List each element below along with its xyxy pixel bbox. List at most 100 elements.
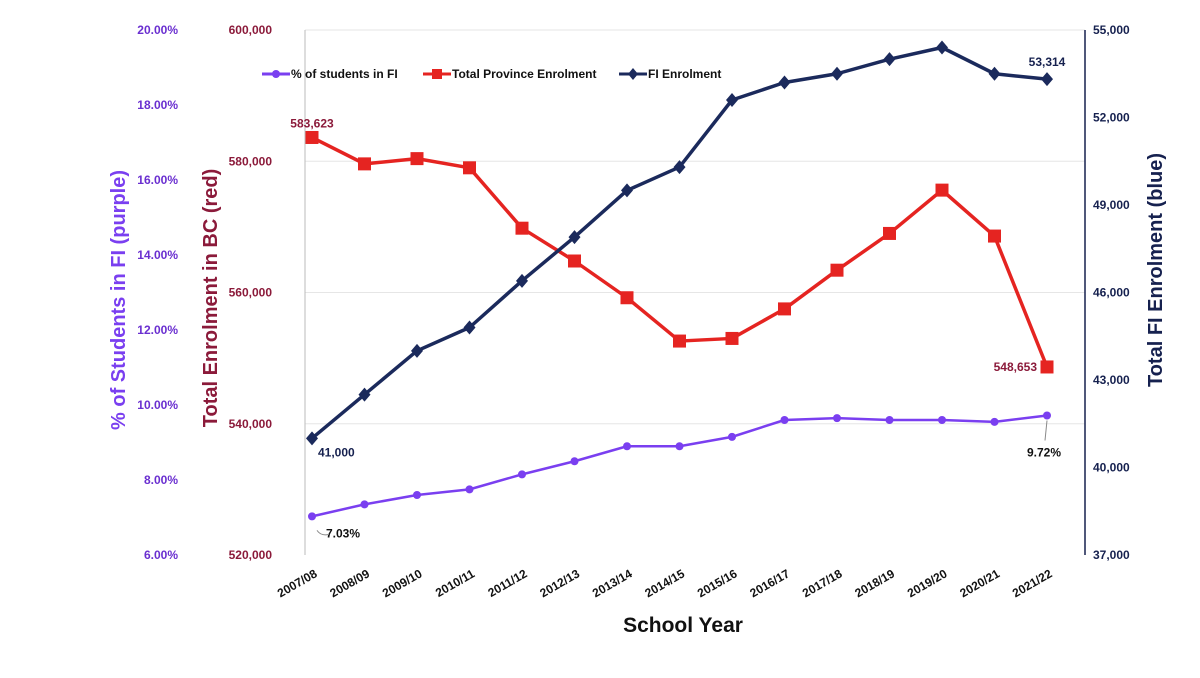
data-point: [883, 52, 896, 67]
data-label: 41,000: [318, 445, 355, 459]
data-point: [726, 93, 738, 107]
data-point: [308, 512, 316, 521]
data-point: [883, 226, 896, 240]
purple-axis-tick: 16.00%: [137, 173, 178, 187]
data-point: [778, 302, 791, 316]
data-point: [1041, 72, 1053, 87]
data-point: [463, 320, 476, 335]
legend: % of students in FI Total Province Enrolm…: [262, 67, 721, 81]
data-point: [358, 387, 371, 402]
data-point: [673, 334, 686, 348]
data-point: [568, 254, 581, 268]
blue-axis-tick: 55,000: [1093, 23, 1130, 37]
data-point: [936, 40, 948, 55]
data-point: [410, 152, 424, 166]
blue-axis-tick: 49,000: [1093, 198, 1130, 212]
x-tick-label: 2021/22: [1010, 566, 1055, 600]
blue-axis-tick: 46,000: [1093, 286, 1130, 300]
x-tick-label: 2015/16: [695, 566, 740, 600]
axes: 6.00% 8.00% 10.00% 12.00% 14.00% 16.00% 18.00%…: [108, 23, 1167, 637]
legend-entry: % of students in FI: [262, 67, 398, 81]
data-point: [831, 66, 843, 81]
data-point: [673, 160, 686, 175]
series-line: [311, 414, 1048, 518]
x-tick-label: 2017/18: [800, 566, 845, 600]
blue-axis-tick: 52,000: [1093, 111, 1130, 125]
legend-marker: [628, 68, 638, 80]
data-point: [885, 416, 894, 424]
data-label: 53,314: [1029, 55, 1066, 69]
x-tick-label: 2008/09: [327, 566, 372, 600]
data-point: [938, 416, 946, 424]
x-tick-label: 2013/14: [590, 566, 635, 600]
data-point: [728, 432, 736, 441]
purple-axis-tick: 14.00%: [137, 248, 178, 262]
data-point: [988, 66, 1001, 81]
purple-axis-tick: 18.00%: [137, 98, 178, 112]
x-tick-label: 2020/21: [957, 566, 1002, 600]
data-point: [358, 157, 371, 171]
data-point: [360, 500, 369, 509]
data-point: [935, 183, 949, 197]
data-label: 583,623: [290, 116, 334, 130]
data-point: [518, 470, 526, 479]
purple-axis-tick: 6.00%: [144, 548, 178, 562]
red-axis-tick: 540,000: [229, 417, 273, 431]
data-label: 7.03%: [326, 526, 360, 540]
data-point: [568, 230, 581, 245]
x-tick-label: 2010/11: [433, 566, 477, 600]
series-circle: [308, 411, 1051, 521]
x-tick-label: 2018/19: [852, 566, 897, 600]
purple-axis-tick: 20.00%: [137, 23, 178, 37]
legend-entry: FI Enrolment: [619, 67, 721, 81]
data-point: [725, 331, 739, 345]
data-point: [411, 343, 423, 358]
x-tick-label: 2016/17: [747, 566, 792, 600]
data-label: 548,653: [994, 360, 1038, 374]
red-axis-tick: 600,000: [229, 23, 273, 37]
x-tick-label: 2007/08: [275, 566, 320, 600]
data-point: [306, 431, 318, 446]
series-group: [305, 40, 1054, 521]
data-point: [1040, 360, 1054, 374]
leader-line: [1044, 420, 1048, 441]
blue-axis-tick: 43,000: [1093, 373, 1130, 387]
data-point: [675, 442, 684, 451]
data-point: [778, 75, 791, 90]
data-point: [570, 457, 579, 466]
data-point: [465, 485, 474, 494]
data-point: [833, 414, 841, 423]
x-tick-label: 2014/15: [642, 566, 687, 600]
data-point: [1043, 411, 1051, 420]
blue-axis-title: Total FI Enrolment (blue): [1145, 153, 1167, 387]
x-tick-label: 2019/20: [905, 566, 950, 600]
data-annotations: 583,623 548,653 41,000 53,314 7.03% 9.72%: [290, 55, 1065, 540]
data-point: [516, 273, 528, 288]
red-axis-tick: 520,000: [229, 548, 273, 562]
leader-line: [316, 530, 330, 536]
legend-entry: Total Province Enrolment: [423, 67, 596, 81]
data-point: [463, 161, 476, 175]
series-square: [305, 130, 1054, 374]
blue-axis-tick: 40,000: [1093, 461, 1130, 475]
purple-axis-tick: 12.00%: [137, 323, 178, 337]
x-tick-label: 2012/13: [537, 566, 582, 600]
purple-axis-tick: 10.00%: [137, 398, 178, 412]
x-tick-label: 2011/12: [486, 566, 530, 600]
red-axis-tick: 560,000: [229, 286, 273, 300]
red-axis-tick: 580,000: [229, 154, 273, 168]
legend-label: % of students in FI: [291, 67, 398, 81]
x-axis-title: School Year: [623, 614, 743, 637]
legend-label: FI Enrolment: [648, 67, 721, 81]
series-line: [310, 45, 1048, 440]
x-tick-label: 2009/10: [380, 566, 425, 600]
data-point: [620, 291, 634, 305]
data-label: 9.72%: [1027, 446, 1061, 460]
data-point: [780, 416, 789, 424]
gridlines: [305, 29, 1085, 425]
purple-axis-title: % of Students in FI (purple): [108, 170, 130, 430]
blue-axis-tick: 37,000: [1093, 548, 1130, 562]
data-point: [988, 229, 1001, 243]
